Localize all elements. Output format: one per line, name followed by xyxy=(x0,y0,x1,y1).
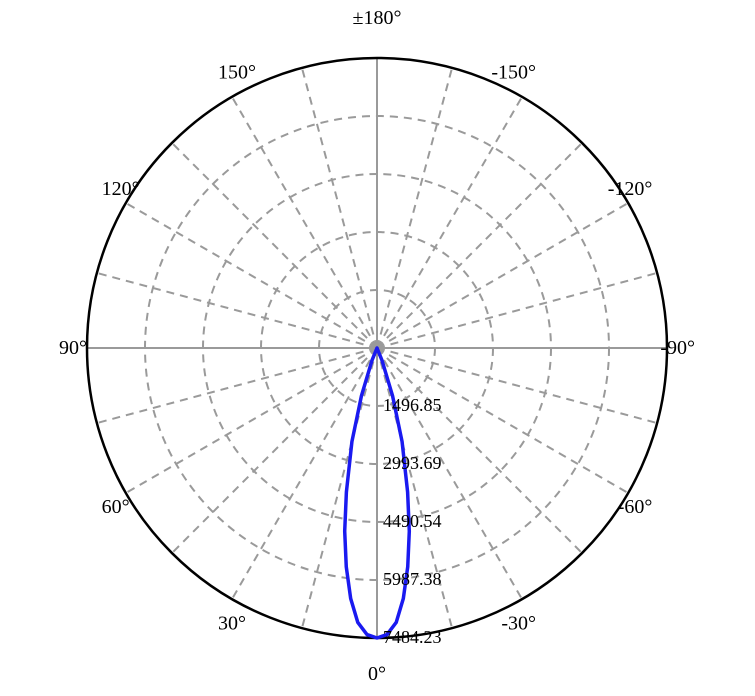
grid-spoke xyxy=(377,97,522,348)
angle-label: 90° xyxy=(59,337,87,359)
grid-spoke xyxy=(232,97,377,348)
grid-spoke xyxy=(302,68,377,348)
angle-label: -60° xyxy=(618,496,653,518)
grid-spoke xyxy=(377,203,628,348)
grid-spoke xyxy=(97,348,377,423)
radial-labels: 1496.85 2993.69 4490.54 5987.38 7484.23 xyxy=(383,395,442,647)
grid-spoke xyxy=(97,273,377,348)
angle-label: 150° xyxy=(218,62,256,84)
grid-spoke xyxy=(232,348,377,599)
angle-label: 60° xyxy=(102,496,130,518)
angle-label: -30° xyxy=(501,612,536,634)
radial-label: 2993.69 xyxy=(383,453,442,473)
radial-label: 1496.85 xyxy=(383,395,442,415)
radial-label: 5987.38 xyxy=(383,569,442,589)
radial-label: 7484.23 xyxy=(383,627,442,647)
grid-spoke xyxy=(377,348,522,599)
angle-label: -90° xyxy=(660,337,695,359)
angle-label: ±180° xyxy=(353,7,402,29)
grid-spoke xyxy=(126,203,377,348)
radial-label: 4490.54 xyxy=(383,511,442,531)
grid-spoke xyxy=(126,348,377,493)
grid-spoke xyxy=(377,273,657,348)
angle-label: 0° xyxy=(368,663,386,685)
angle-label: -120° xyxy=(608,178,653,200)
angle-label: -150° xyxy=(491,62,536,84)
grid-spoke xyxy=(172,143,377,348)
polar-chart: 0° 30° 60° 90° 120° 150° ±180° -150° -120° -90° -6… xyxy=(0,0,755,696)
grid-spoke xyxy=(377,143,582,348)
grid-spoke xyxy=(302,348,377,628)
angle-label: 30° xyxy=(218,612,246,634)
angle-label: 120° xyxy=(102,178,140,200)
grid-spoke xyxy=(377,68,452,348)
